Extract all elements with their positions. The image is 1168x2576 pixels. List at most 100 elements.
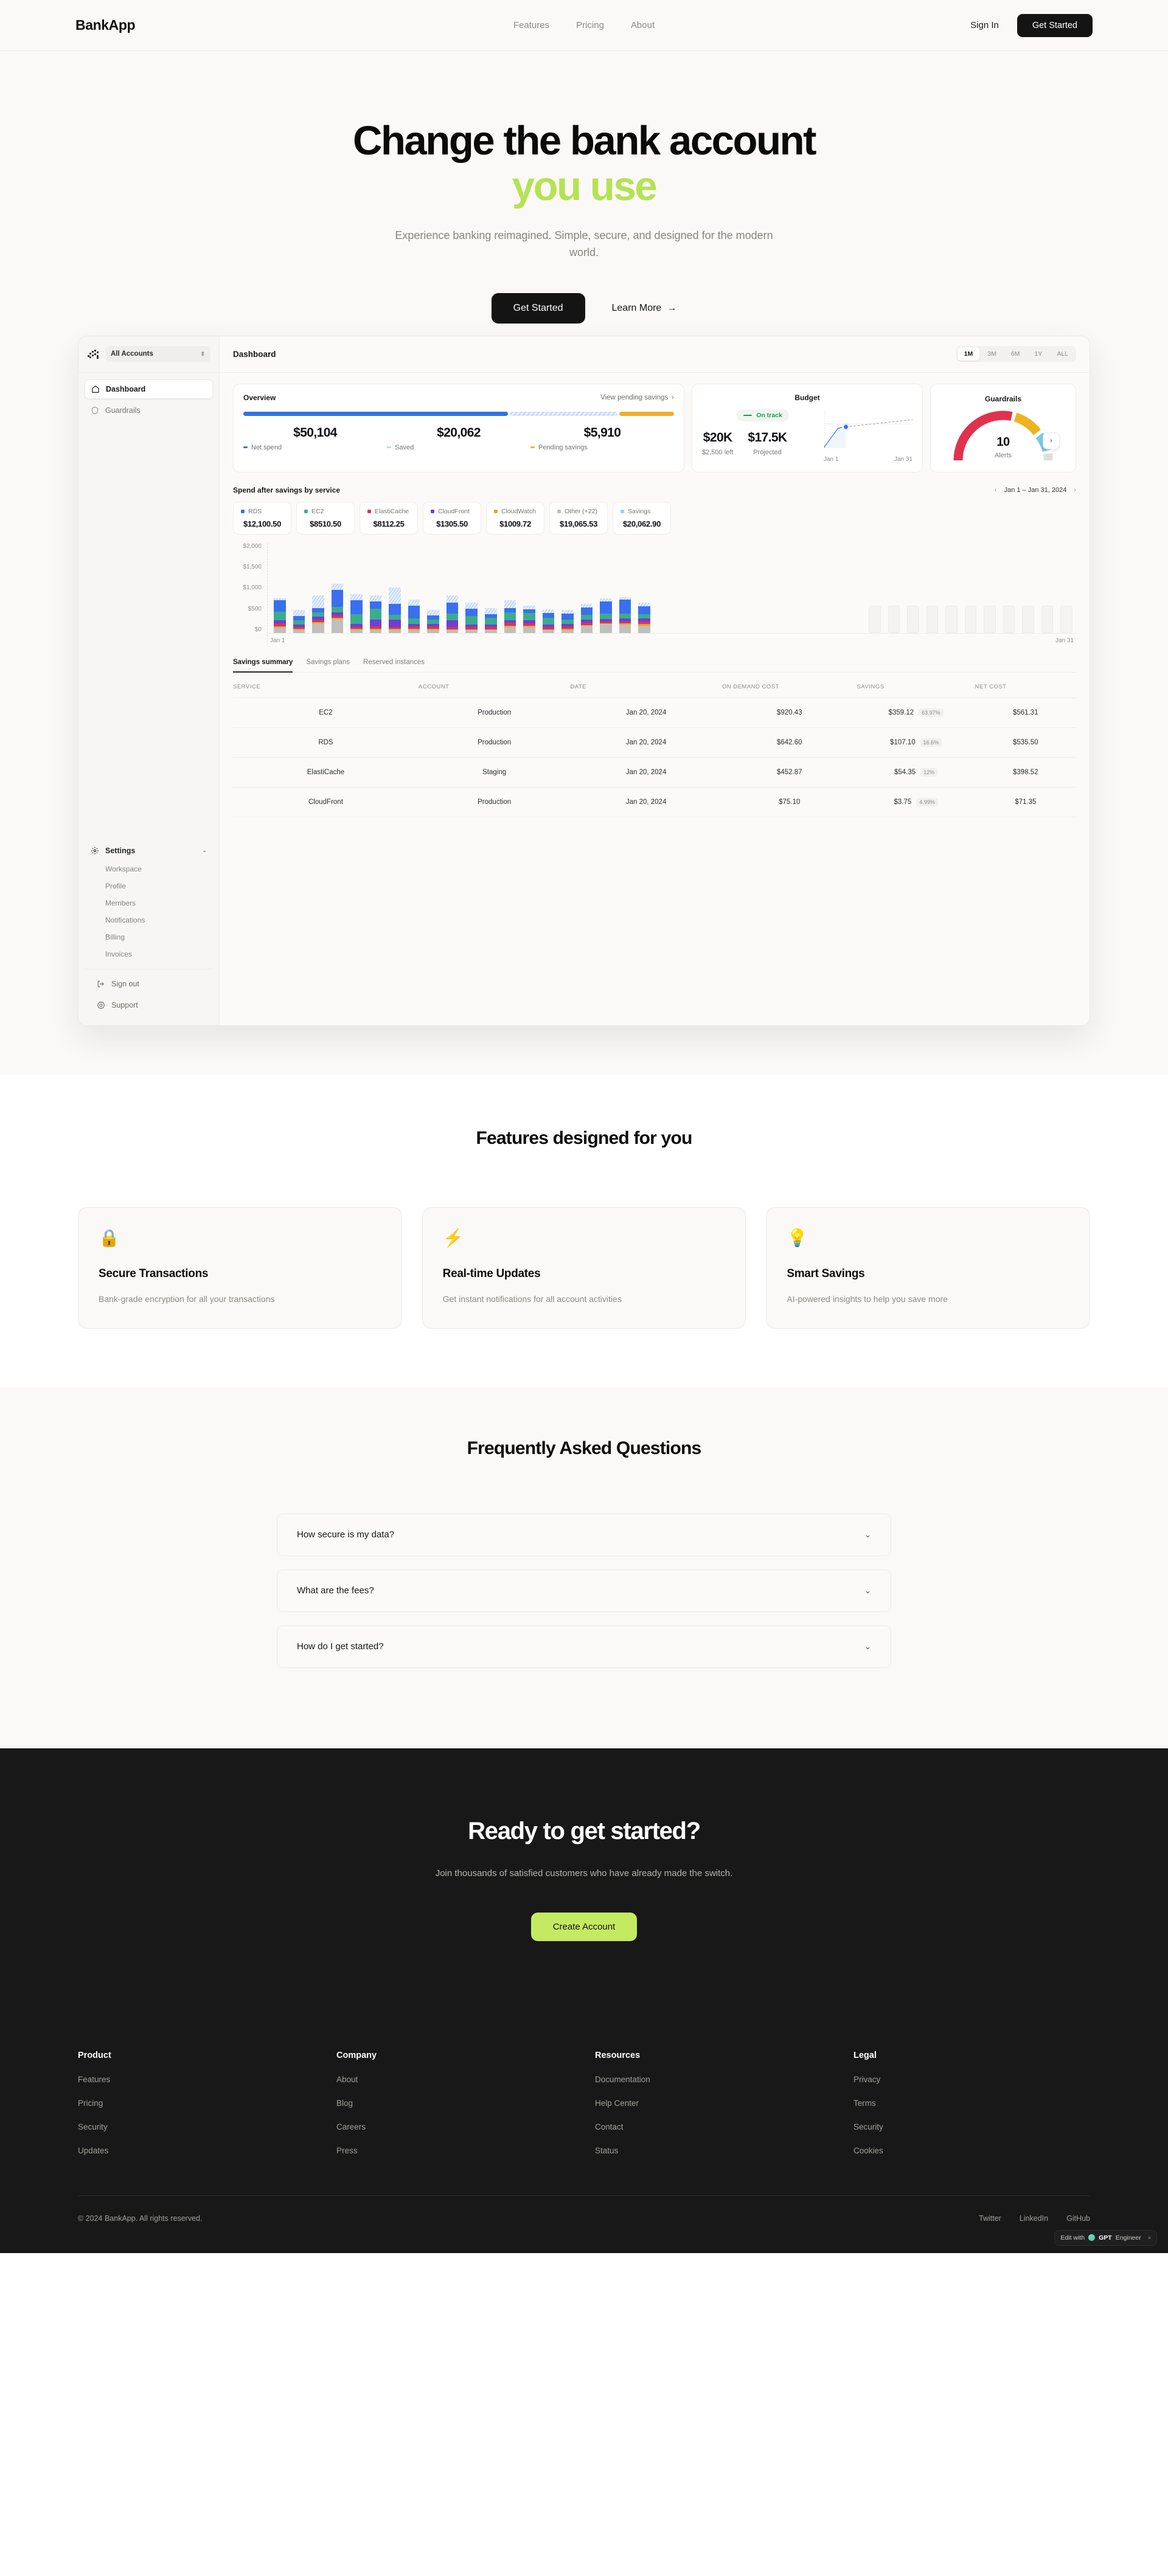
- footer-link-blog[interactable]: Blog: [336, 2098, 353, 2108]
- sidebar-item-members[interactable]: Members: [105, 898, 136, 907]
- legend-item-savings[interactable]: Savings $20,062.90: [613, 501, 671, 535]
- social-link-twitter[interactable]: Twitter: [979, 2214, 1001, 2223]
- range-1y[interactable]: 1Y: [1034, 350, 1043, 358]
- chart-segment-other-22-: [312, 623, 324, 633]
- prev-period-icon[interactable]: ‹: [994, 486, 997, 494]
- nav-link-pricing[interactable]: Pricing: [576, 20, 604, 30]
- table-row[interactable]: EC2 Production Jan 20, 2024 $920.43 $359.12 6…: [233, 698, 1076, 728]
- chart-segment-elasticache: [485, 627, 497, 629]
- footer-link-status[interactable]: Status: [595, 2145, 619, 2155]
- chart-segment-cloudwatch: [274, 626, 286, 628]
- footer-link-careers[interactable]: Careers: [336, 2122, 366, 2131]
- faq-item-2[interactable]: How do I get started? ⌄: [277, 1625, 891, 1668]
- learn-more-link[interactable]: Learn More →: [612, 303, 677, 314]
- chart-bar-column: [596, 598, 616, 633]
- view-pending-savings-link[interactable]: View pending savings ›: [600, 394, 674, 401]
- get-started-button[interactable]: Get Started: [1017, 13, 1093, 37]
- legend-item-cloudwatch[interactable]: CloudWatch $1009.72: [486, 501, 544, 535]
- chart-bar-column-empty: [923, 605, 942, 633]
- chart-segment-ec2: [504, 612, 516, 620]
- app-logo-icon: [87, 348, 99, 360]
- sidebar-item-billing[interactable]: Billing: [105, 932, 125, 941]
- nav-link-about[interactable]: About: [630, 20, 655, 30]
- sidebar-item-guardrails[interactable]: Guardrails: [85, 401, 213, 420]
- footer-column-resources: Resources Documentation Help Center Cont…: [595, 2051, 853, 2155]
- guardrails-count-block: 10 Alerts: [940, 435, 1066, 460]
- legend-dot-saved: [387, 446, 391, 449]
- range-6m[interactable]: 6M: [1010, 350, 1020, 358]
- chart-segment-cloudwatch: [485, 629, 497, 631]
- legend-item-other[interactable]: Other (+22) $19,065.53: [549, 501, 608, 535]
- chart-segment-savings: [350, 594, 363, 600]
- footer-link-updates[interactable]: Updates: [78, 2145, 109, 2155]
- nav-link-features[interactable]: Features: [513, 20, 550, 30]
- footer-link-about[interactable]: About: [336, 2074, 358, 2084]
- guardrails-next-button[interactable]: ›: [1043, 432, 1060, 449]
- range-3m[interactable]: 3M: [987, 350, 996, 358]
- footer-columns: Product Features Pricing Security Update…: [78, 2051, 1090, 2155]
- create-account-button[interactable]: Create Account: [530, 1912, 638, 1941]
- faq-item-0[interactable]: How secure is my data? ⌄: [277, 1513, 891, 1556]
- footer-link-privacy[interactable]: Privacy: [853, 2074, 881, 2084]
- legend-item-ec2[interactable]: EC2 $8510.50: [296, 501, 355, 535]
- tab-reserved-instances[interactable]: Reserved instances: [363, 658, 425, 666]
- legend-item-elasticache[interactable]: ElastiCache $8112.25: [360, 501, 418, 535]
- col-account: ACCOUNT: [418, 674, 571, 698]
- legend-label-cloudwatch: CloudWatch: [501, 507, 536, 515]
- footer-link-security[interactable]: Security: [78, 2122, 108, 2131]
- sidebar-item-profile[interactable]: Profile: [105, 881, 127, 890]
- footer-link-documentation[interactable]: Documentation: [595, 2074, 650, 2084]
- close-icon[interactable]: ×: [1147, 2234, 1151, 2241]
- tab-savings-plans[interactable]: Savings plans: [306, 658, 350, 666]
- sidebar-item-dashboard[interactable]: Dashboard: [85, 379, 213, 399]
- sidebar-item-settings[interactable]: Settings ⌄: [85, 841, 213, 860]
- legend-label-elasticache: ElastiCache: [375, 507, 409, 515]
- legend-label-ec2: EC2: [311, 507, 324, 515]
- hero-title-line2: you use: [512, 164, 658, 210]
- account-selector[interactable]: All Accounts ⇕: [105, 346, 210, 362]
- footer-link-help-center[interactable]: Help Center: [595, 2098, 639, 2108]
- faq-item-1[interactable]: What are the fees? ⌄: [277, 1569, 891, 1612]
- sidebar-item-support[interactable]: Support: [91, 995, 207, 1015]
- footer-link-features[interactable]: Features: [78, 2074, 111, 2084]
- gpt-engineer-badge[interactable]: Edit with GPT Engineer ×: [1054, 2229, 1157, 2246]
- social-link-linkedin[interactable]: LinkedIn: [1019, 2214, 1049, 2223]
- sidebar-item-signout[interactable]: Sign out: [91, 974, 207, 994]
- footer-link-pricing[interactable]: Pricing: [78, 2098, 103, 2108]
- table-row[interactable]: ElastiCache Staging Jan 20, 2024 $452.87 $54…: [233, 757, 1076, 788]
- footer-link-press[interactable]: Press: [336, 2145, 358, 2155]
- social-link-github[interactable]: GitHub: [1066, 2214, 1090, 2223]
- footer-link-legal-security[interactable]: Security: [853, 2122, 883, 2131]
- legend-item-cloudfront[interactable]: CloudFront $1305.50: [423, 501, 481, 535]
- sidebar-item-notifications[interactable]: Notifications: [105, 915, 145, 924]
- chart-bar: [561, 609, 574, 633]
- hero-get-started-button[interactable]: Get Started: [491, 293, 585, 324]
- range-all[interactable]: ALL: [1057, 350, 1068, 358]
- brand-logo[interactable]: BankApp: [75, 17, 136, 33]
- legend-item-rds[interactable]: RDS $12,100.50: [233, 501, 291, 535]
- chart-segment-ec2: [465, 616, 478, 625]
- nav-links: Features Pricing About: [513, 20, 655, 30]
- chart-segment-elasticache: [638, 621, 650, 625]
- cell-on-demand-cost: $452.87: [721, 757, 857, 788]
- sidebar-item-workspace[interactable]: Workspace: [105, 864, 142, 873]
- footer-link-terms[interactable]: Terms: [853, 2098, 876, 2108]
- table-row[interactable]: RDS Production Jan 20, 2024 $642.60 $107.10 1…: [233, 727, 1076, 758]
- cta-subtitle: Join thousands of satisfied customers wh…: [435, 1868, 733, 1878]
- chart-segment-savings: [523, 605, 535, 609]
- table-row[interactable]: CloudFront Production Jan 20, 2024 $75.10 $3…: [233, 787, 1076, 817]
- cell-account: Production: [418, 727, 571, 758]
- nav-actions: Sign In Get Started: [970, 13, 1093, 37]
- chart-segment-rds: [561, 613, 574, 620]
- range-1m[interactable]: 1M: [957, 347, 980, 361]
- sidebar-item-dashboard-label: Dashboard: [106, 384, 146, 393]
- footer-link-cookies[interactable]: Cookies: [853, 2145, 883, 2155]
- chart-segment-rds: [389, 603, 401, 615]
- next-period-icon[interactable]: ›: [1074, 486, 1076, 494]
- sidebar-item-invoices[interactable]: Invoices: [105, 949, 133, 958]
- footer-link-contact[interactable]: Contact: [595, 2122, 624, 2131]
- chart-segment-other-22-: [619, 625, 631, 633]
- tab-savings-summary[interactable]: Savings summary: [233, 659, 293, 673]
- sign-in-link[interactable]: Sign In: [970, 20, 999, 30]
- hero-title: Change the bank account you use: [0, 118, 1168, 209]
